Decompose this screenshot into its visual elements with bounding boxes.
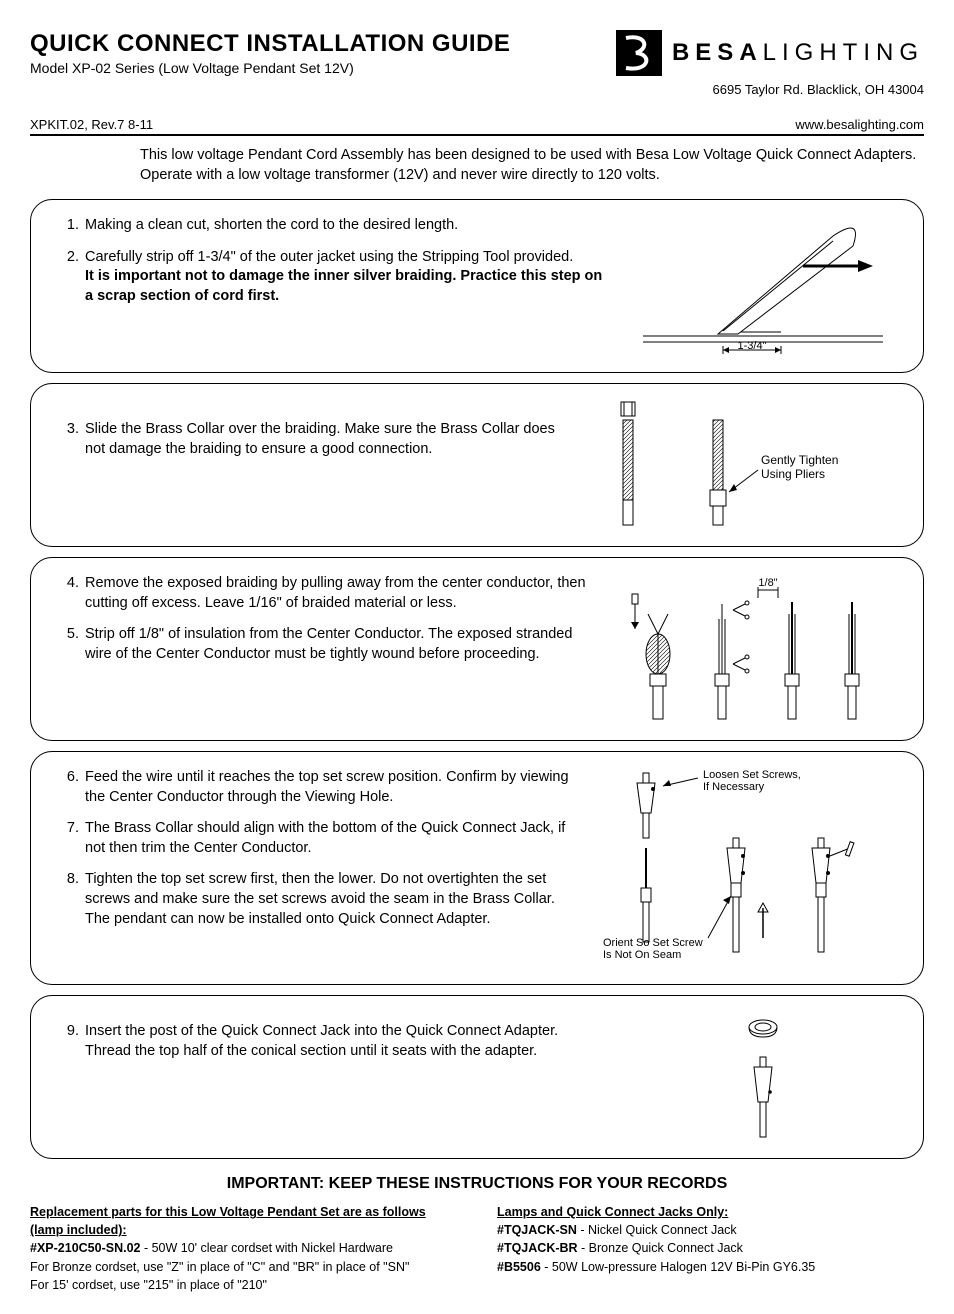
diagram-2: Gently Tighten Using Pliers bbox=[583, 400, 903, 530]
sku: #B5506 bbox=[497, 1260, 541, 1274]
step-box-1: 1. Making a clean cut, shorten the cord … bbox=[30, 199, 924, 373]
step-num: 9. bbox=[51, 1022, 85, 1061]
svg-text:Orient So Set Screw: Orient So Set Screw Is Not On Seam bbox=[603, 937, 706, 961]
step-num: 7. bbox=[51, 819, 85, 858]
footer-left-l3: For 15' cordset, use "215" in place of "… bbox=[30, 1276, 457, 1294]
step-text-1: 1. Making a clean cut, shorten the cord … bbox=[51, 216, 603, 306]
dim-label: 1-3/4" bbox=[738, 340, 767, 352]
footer-right: Lamps and Quick Connect Jacks Only: #TQJ… bbox=[497, 1203, 924, 1294]
header-row: QUICK CONNECT INSTALLATION GUIDE Model X… bbox=[30, 30, 924, 97]
sku: #TQJACK-SN bbox=[497, 1223, 577, 1237]
diagram-3: 1/8" bbox=[623, 574, 903, 724]
step-7: 7. The Brass Collar should align with th… bbox=[51, 819, 583, 858]
diagram-5 bbox=[623, 1012, 903, 1142]
desc: - Bronze Quick Connect Jack bbox=[578, 1241, 743, 1255]
step-3: 3. Slide the Brass Collar over the braid… bbox=[51, 420, 563, 459]
step-num: 3. bbox=[51, 420, 85, 459]
step-box-5: 9. Insert the post of the Quick Connect … bbox=[30, 995, 924, 1159]
note-label: Gently Tighten Using Pliers bbox=[761, 453, 842, 481]
step-6: 6. Feed the wire until it reaches the to… bbox=[51, 768, 583, 807]
step-8: 8. Tighten the top set screw first, then… bbox=[51, 870, 583, 929]
desc: - Nickel Quick Connect Jack bbox=[577, 1223, 737, 1237]
page: QUICK CONNECT INSTALLATION GUIDE Model X… bbox=[0, 0, 954, 1314]
step-2: 2. Carefully strip off 1-3/4" of the out… bbox=[51, 248, 603, 307]
step-num: 8. bbox=[51, 870, 85, 929]
sku: #XP-210C50-SN.02 bbox=[30, 1241, 140, 1255]
sku: #TQJACK-BR bbox=[497, 1241, 578, 1255]
step-4: 4. Remove the exposed braiding by pullin… bbox=[51, 574, 603, 613]
footer-left-header: Replacement parts for this Low Voltage P… bbox=[30, 1203, 457, 1239]
step-body: Tighten the top set screw first, then th… bbox=[85, 870, 583, 929]
diagram-4: Loosen Set Screws, If Necessary bbox=[603, 768, 903, 968]
step-text-2: 3. Slide the Brass Collar over the braid… bbox=[51, 400, 563, 459]
step-1: 1. Making a clean cut, shorten the cord … bbox=[51, 216, 603, 236]
title-block: QUICK CONNECT INSTALLATION GUIDE Model X… bbox=[30, 30, 510, 76]
step-9: 9. Insert the post of the Quick Connect … bbox=[51, 1022, 603, 1061]
step-body: Insert the post of the Quick Connect Jac… bbox=[85, 1022, 603, 1061]
step-body: Making a clean cut, shorten the cord to … bbox=[85, 216, 603, 236]
footer-right-l3: #B5506 - 50W Low-pressure Halogen 12V Bi… bbox=[497, 1258, 924, 1276]
address-block: 6695 Taylor Rd. Blacklick, OH 43004 bbox=[616, 82, 924, 97]
brand-block: BESALIGHTING 6695 Taylor Rd. Blacklick, … bbox=[616, 30, 924, 97]
step-box-3: 4. Remove the exposed braiding by pullin… bbox=[30, 557, 924, 741]
step-num: 5. bbox=[51, 625, 85, 664]
step-num: 4. bbox=[51, 574, 85, 613]
important-notice: IMPORTANT: KEEP THESE INSTRUCTIONS FOR Y… bbox=[30, 1175, 924, 1193]
brand-bold: BESA bbox=[672, 39, 763, 66]
footer-right-l2: #TQJACK-BR - Bronze Quick Connect Jack bbox=[497, 1239, 924, 1257]
footer-right-header: Lamps and Quick Connect Jacks Only: bbox=[497, 1203, 924, 1221]
footer-left: Replacement parts for this Low Voltage P… bbox=[30, 1203, 457, 1294]
adapter-icon bbox=[663, 1012, 863, 1142]
brand-logo-icon bbox=[616, 30, 662, 76]
footer-right-l1: #TQJACK-SN - Nickel Quick Connect Jack bbox=[497, 1221, 924, 1239]
rev-row: XPKIT.02, Rev.7 8-11 www.besalighting.co… bbox=[30, 117, 924, 136]
step-body: Feed the wire until it reaches the top s… bbox=[85, 768, 583, 807]
intro-text: This low voltage Pendant Cord Assembly h… bbox=[140, 146, 924, 185]
collar-icon: Gently Tighten Using Pliers bbox=[583, 400, 903, 530]
jack-assembly-icon: Loosen Set Screws, If Necessary bbox=[603, 768, 903, 968]
desc: - 50W Low-pressure Halogen 12V Bi-Pin GY… bbox=[541, 1260, 815, 1274]
logo-block: BESALIGHTING bbox=[616, 30, 924, 76]
step-box-2: 3. Slide the Brass Collar over the braid… bbox=[30, 383, 924, 547]
step-body: Strip off 1/8" of insulation from the Ce… bbox=[85, 625, 603, 664]
step-body: Carefully strip off 1-3/4" of the outer … bbox=[85, 248, 603, 307]
step-body: The Brass Collar should align with the b… bbox=[85, 819, 583, 858]
step-2a: Carefully strip off 1-3/4" of the outer … bbox=[85, 249, 573, 265]
website-text: www.besalighting.com bbox=[795, 117, 924, 132]
step-text-3: 4. Remove the exposed braiding by pullin… bbox=[51, 574, 603, 664]
step-num: 6. bbox=[51, 768, 85, 807]
footer-columns: Replacement parts for this Low Voltage P… bbox=[30, 1203, 924, 1294]
step-body: Remove the exposed braiding by pulling a… bbox=[85, 574, 603, 613]
step-5: 5. Strip off 1/8" of insulation from the… bbox=[51, 625, 603, 664]
diagram-1: 1-3/4" bbox=[623, 216, 903, 356]
svg-text:1/8": 1/8" bbox=[758, 577, 777, 589]
strip-braid-icon: 1/8" bbox=[623, 574, 903, 724]
step-num: 1. bbox=[51, 216, 85, 236]
step-box-4: 6. Feed the wire until it reaches the to… bbox=[30, 751, 924, 985]
strip-tool-icon: 1-3/4" bbox=[623, 216, 903, 356]
doc-title: QUICK CONNECT INSTALLATION GUIDE bbox=[30, 30, 510, 58]
step-body: Slide the Brass Collar over the braiding… bbox=[85, 420, 563, 459]
address-line: 6695 Taylor Rd. Blacklick, OH 43004 bbox=[616, 82, 924, 97]
brand-text: BESALIGHTING bbox=[672, 39, 924, 67]
model-line: Model XP-02 Series (Low Voltage Pendant … bbox=[30, 60, 510, 76]
step-num: 2. bbox=[51, 248, 85, 307]
rev-text: XPKIT.02, Rev.7 8-11 bbox=[30, 117, 153, 132]
step-text-5: 9. Insert the post of the Quick Connect … bbox=[51, 1012, 603, 1061]
desc: - 50W 10' clear cordset with Nickel Hard… bbox=[140, 1241, 392, 1255]
footer-left-l2: For Bronze cordset, use "Z" in place of … bbox=[30, 1258, 457, 1276]
step-text-4: 6. Feed the wire until it reaches the to… bbox=[51, 768, 583, 929]
footer-left-l1: #XP-210C50-SN.02 - 50W 10' clear cordset… bbox=[30, 1239, 457, 1257]
svg-text:Loosen Set Screws, I: Loosen Set Screws, If Necessary bbox=[703, 769, 804, 793]
brand-light: LIGHTING bbox=[763, 39, 924, 66]
step-2b: It is important not to damage the inner … bbox=[85, 268, 602, 304]
